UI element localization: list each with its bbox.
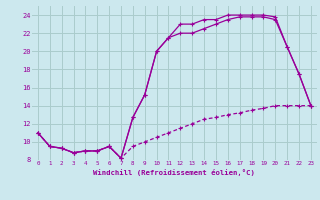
X-axis label: Windchill (Refroidissement éolien,°C): Windchill (Refroidissement éolien,°C) (93, 169, 255, 176)
